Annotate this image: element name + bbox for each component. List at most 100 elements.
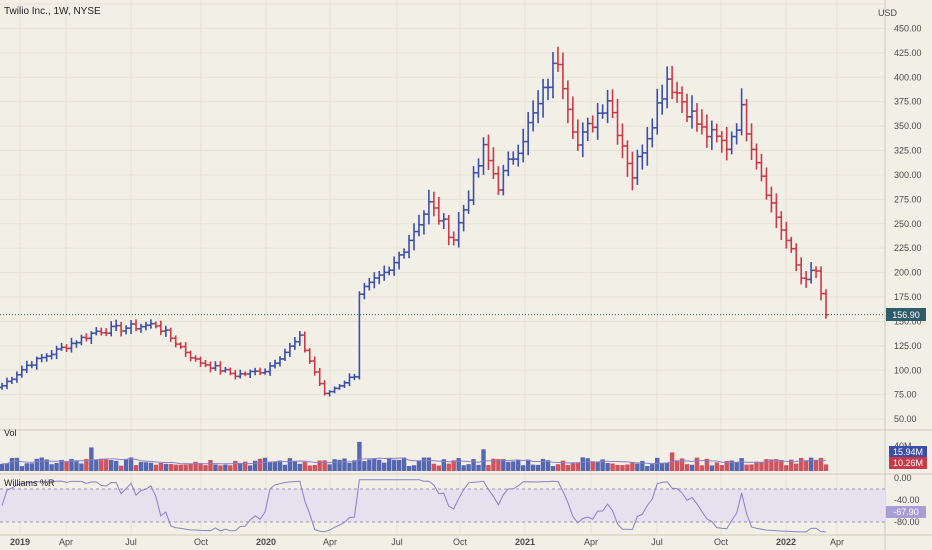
volume-bar	[426, 457, 432, 471]
williams-r-line	[1, 479, 827, 533]
volume-bar	[158, 462, 164, 471]
volume-bar	[694, 457, 700, 471]
volume-bar	[337, 459, 342, 471]
ohlc-bar	[560, 52, 566, 100]
williams-last-tag: -67.90	[886, 506, 926, 518]
volume-bar	[471, 459, 476, 471]
time-tick-label: 2021	[515, 537, 535, 547]
ohlc-bar	[654, 88, 660, 135]
volume-bar	[724, 461, 729, 471]
volume-bar	[521, 465, 526, 471]
volume-bar	[764, 459, 769, 471]
volume-bar	[257, 458, 263, 471]
time-axis[interactable]: 2019 Apr Jul Oct 2020 Apr Jul Oct 2021 Apr Jul Oct 2…	[10, 537, 844, 547]
volume-bar	[501, 459, 506, 471]
volume-bar	[14, 457, 20, 471]
volume-bar	[262, 457, 268, 471]
volume-bar	[153, 464, 159, 471]
ohlc-bar	[704, 114, 710, 148]
volume-bar	[29, 463, 34, 471]
ohlc-bar	[649, 118, 655, 148]
volume-bar	[0, 463, 5, 471]
ohlc-bar	[262, 368, 268, 375]
time-tick-label: Jul	[125, 537, 137, 547]
price-tick-label: 200.00	[894, 268, 922, 278]
volume-bar	[605, 462, 610, 471]
volume-bar	[64, 461, 69, 471]
ohlc-bar	[451, 231, 457, 246]
volume-bar	[297, 463, 303, 471]
ohlc-bar	[480, 137, 486, 175]
volume-bar	[133, 465, 139, 471]
volume-bar	[466, 464, 471, 471]
time-tick-label: Oct	[453, 537, 468, 547]
ohlc-bar	[590, 115, 596, 133]
ohlc-bar	[193, 355, 199, 362]
ohlc-bar	[337, 384, 343, 390]
time-tick-label: Apr	[59, 537, 73, 547]
ohlc-bar	[287, 342, 293, 357]
ohlc-bar	[664, 66, 670, 109]
volume-up-tag: 15.94M	[889, 446, 927, 458]
volume-bar	[44, 459, 49, 471]
ohlc-bar	[813, 266, 819, 278]
ohlc-bar	[610, 89, 616, 119]
volume-bar	[565, 464, 571, 471]
ohlc-bar	[808, 262, 814, 284]
ohlc-bar	[78, 334, 84, 346]
ohlc-bar	[307, 348, 313, 364]
ohlc-bar	[203, 359, 209, 368]
volume-bar	[148, 462, 154, 471]
price-tick-label: 400.00	[894, 72, 922, 82]
ohlc-bar	[14, 371, 20, 383]
ohlc-bar	[73, 340, 79, 348]
time-tick-label: Oct	[194, 537, 209, 547]
ohlc-bar	[4, 377, 10, 390]
price-tick-label: 275.00	[894, 194, 922, 204]
ohlc-bar	[758, 153, 764, 182]
ohlc-bar	[565, 80, 571, 124]
ohlc-bar	[634, 149, 640, 185]
volume-bar	[625, 464, 630, 471]
ohlc-bar	[401, 248, 407, 259]
volume-bar	[382, 462, 387, 471]
volume-bar	[24, 463, 30, 471]
williams-band	[0, 489, 885, 522]
time-tick-label: Apr	[830, 537, 844, 547]
ohlc-bar	[689, 95, 695, 129]
ohlc-bar	[510, 151, 516, 165]
ohlc-bar	[406, 234, 412, 259]
ohlc-bar	[540, 78, 546, 118]
volume-bar	[327, 464, 332, 471]
volume-bar	[74, 461, 79, 471]
ohlc-bar	[605, 89, 611, 124]
ohlc-bar	[530, 100, 536, 132]
price-tick-label: 450.00	[894, 23, 922, 33]
volume-bar	[386, 458, 392, 471]
volume-bar	[208, 460, 213, 471]
ohlc-bar	[322, 380, 328, 396]
ohlc-bar	[709, 120, 715, 150]
volume-bar	[540, 458, 546, 471]
ohlc-bar	[113, 319, 119, 332]
ohlc-bar	[629, 151, 635, 191]
ohlc-bar	[361, 282, 367, 300]
ohlc-bar	[272, 359, 278, 369]
volume-bar	[739, 458, 744, 471]
volume-bar	[143, 462, 149, 471]
volume-bar	[679, 458, 685, 471]
volume-bar	[590, 461, 595, 471]
ohlc-bar	[600, 104, 606, 119]
volume-bar	[580, 457, 585, 471]
ohlc-bar	[351, 373, 357, 381]
ohlc-bar	[520, 128, 526, 163]
last-price-tag-bg	[886, 308, 926, 321]
ohlc-bar	[719, 131, 725, 153]
volume-bar	[4, 463, 10, 471]
price-tick-label: 375.00	[894, 97, 922, 107]
volume-bar	[84, 459, 89, 471]
ohlc-bar	[724, 126, 730, 161]
ohlc-bar	[739, 88, 745, 136]
